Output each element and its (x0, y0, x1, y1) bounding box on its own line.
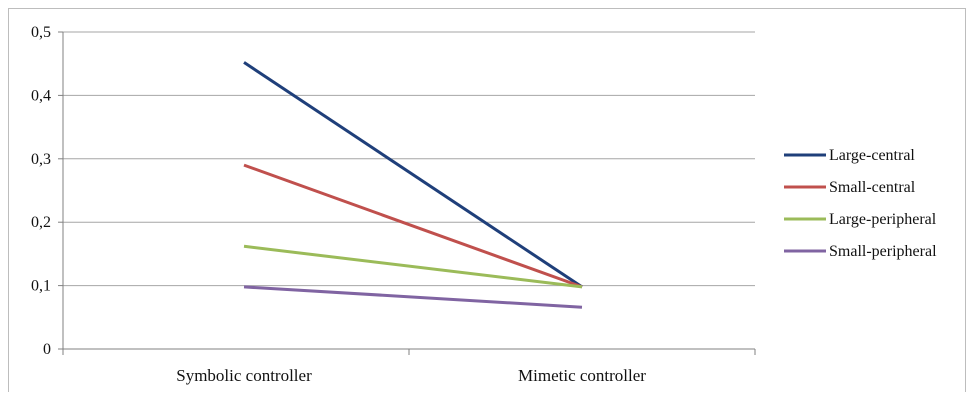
y-tick-labels: 0 0,1 0,2 0,3 0,4 0,5 (31, 24, 51, 358)
x-category-label: Symbolic controller (176, 366, 312, 385)
x-category-labels: Symbolic controller Mimetic controller (176, 366, 646, 385)
y-tick-label: 0,4 (31, 87, 51, 104)
chart-frame (8, 8, 966, 392)
axes (58, 31, 756, 355)
y-tick-label: 0,5 (31, 24, 51, 41)
y-tick-label: 0,2 (31, 214, 51, 231)
y-tick-label: 0 (43, 341, 51, 358)
legend-entry: Large-peripheral (829, 211, 937, 228)
legend-entry: Small-central (829, 179, 916, 196)
gridlines (63, 31, 755, 287)
legend: Large-central Small-central Large-peripher… (784, 147, 937, 260)
x-category-label: Mimetic controller (518, 366, 646, 385)
series-line-large-peripheral (243, 244, 583, 289)
series-line-small-peripheral (243, 285, 583, 309)
legend-entry: Large-central (829, 147, 915, 164)
series-line-large-central (243, 61, 583, 289)
y-tick-label: 0,3 (31, 151, 51, 168)
legend-entry: Small-peripheral (829, 243, 937, 260)
y-tick-label: 0,1 (31, 278, 51, 295)
series-lines (243, 61, 583, 309)
series-line-small-central (243, 163, 583, 289)
